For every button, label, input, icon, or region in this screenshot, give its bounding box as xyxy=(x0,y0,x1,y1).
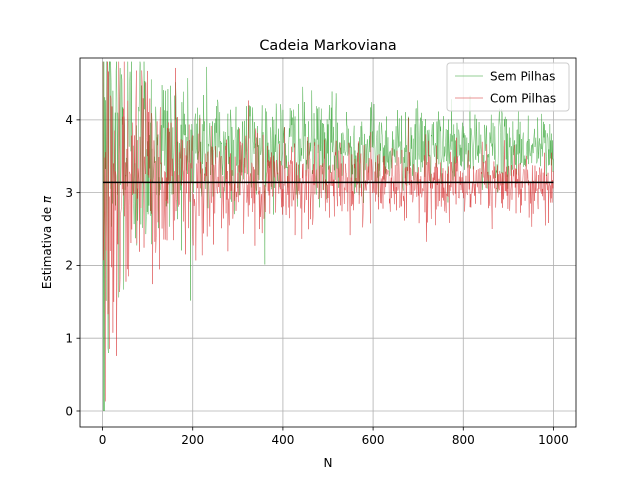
series-layer xyxy=(102,61,554,412)
x-tick-label: 0 xyxy=(99,433,107,447)
ticks: 0 200 400 600 800 1000 0 1 2 3 4 xyxy=(65,113,568,447)
y-axis-label-symbol: π xyxy=(40,195,54,203)
plot-frame xyxy=(79,57,577,428)
x-tick-label: 600 xyxy=(362,433,385,447)
chart-title: Cadeia Markoviana xyxy=(259,38,396,54)
series-line-0 xyxy=(102,61,554,412)
x-tick-label: 1000 xyxy=(538,433,569,447)
y-axis-label: Estimativa de π xyxy=(40,195,54,289)
x-tick-label: 800 xyxy=(452,433,475,447)
x-tick-label: 200 xyxy=(181,433,204,447)
legend-label-sem-pilhas: Sem Pilhas xyxy=(490,70,555,84)
series-line-1 xyxy=(102,61,554,402)
y-axis-label-text: Estimativa de xyxy=(40,203,54,289)
x-tick-label: 400 xyxy=(271,433,294,447)
x-axis-label: N xyxy=(324,456,333,470)
y-tick-label: 2 xyxy=(65,259,73,273)
y-tick-label: 4 xyxy=(65,113,73,127)
y-tick-label: 0 xyxy=(65,404,73,418)
legend: Sem Pilhas Com Pilhas xyxy=(446,62,570,112)
legend-box xyxy=(446,62,570,112)
legend-label-com-pilhas: Com Pilhas xyxy=(490,92,556,106)
y-tick-label: 3 xyxy=(65,186,73,200)
y-tick-label: 1 xyxy=(65,332,73,346)
